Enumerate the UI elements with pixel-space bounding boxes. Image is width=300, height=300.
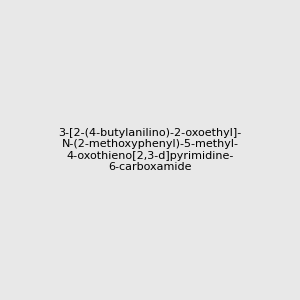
Text: 3-[2-(4-butylanilino)-2-oxoethyl]-
N-(2-methoxyphenyl)-5-methyl-
4-oxothieno[2,3: 3-[2-(4-butylanilino)-2-oxoethyl]- N-(2-… xyxy=(58,128,242,172)
